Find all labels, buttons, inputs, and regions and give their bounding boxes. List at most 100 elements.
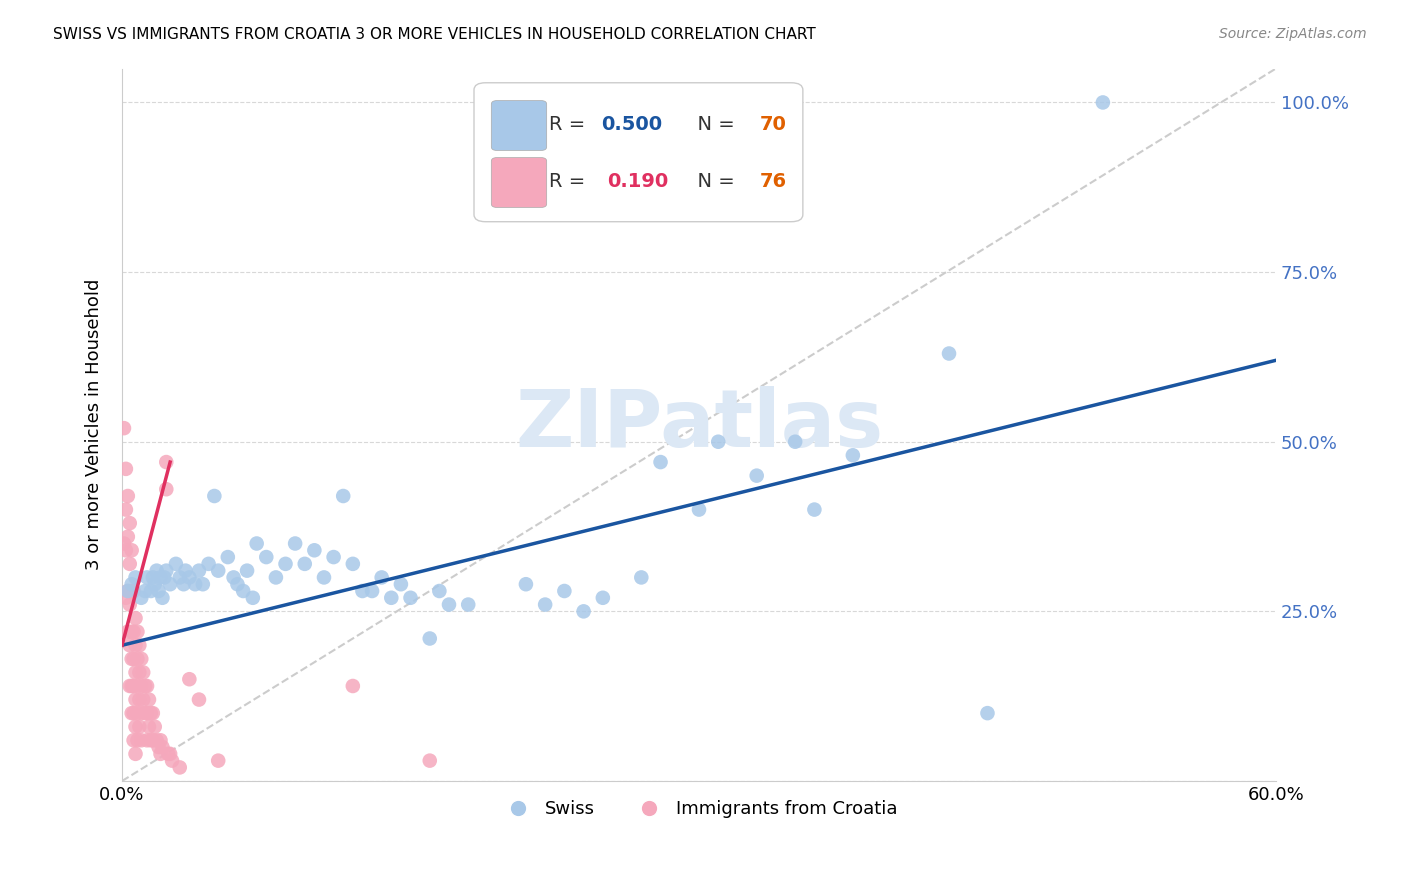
- Point: [121, 543, 143, 558]
- Point: [121, 652, 143, 666]
- Point: [127, 679, 149, 693]
- Point: [127, 652, 149, 666]
- Point: [803, 502, 825, 516]
- Point: [118, 638, 141, 652]
- Point: [136, 570, 159, 584]
- Point: [242, 591, 264, 605]
- Text: 0.500: 0.500: [600, 114, 662, 134]
- Point: [115, 462, 138, 476]
- Point: [159, 747, 181, 761]
- Point: [976, 706, 998, 720]
- Point: [138, 720, 160, 734]
- Point: [134, 679, 156, 693]
- Point: [1091, 95, 1114, 110]
- Point: [143, 577, 166, 591]
- Point: [122, 679, 145, 693]
- Point: [129, 652, 152, 666]
- Point: [121, 584, 143, 599]
- Point: [134, 706, 156, 720]
- Point: [572, 604, 595, 618]
- Point: [128, 665, 150, 680]
- Point: [118, 679, 141, 693]
- Point: [117, 530, 139, 544]
- Point: [184, 577, 207, 591]
- Point: [515, 577, 537, 591]
- Y-axis label: 3 or more Vehicles in Household: 3 or more Vehicles in Household: [86, 279, 103, 571]
- Point: [139, 584, 162, 599]
- Point: [592, 591, 614, 605]
- Point: [179, 672, 201, 686]
- Point: [115, 591, 138, 605]
- Point: [124, 638, 146, 652]
- Point: [688, 502, 710, 516]
- Point: [342, 557, 364, 571]
- Point: [129, 591, 152, 605]
- Point: [136, 733, 159, 747]
- Point: [202, 489, 225, 503]
- Text: N =: N =: [685, 114, 741, 134]
- Point: [149, 747, 172, 761]
- Point: [534, 598, 557, 612]
- Point: [232, 584, 254, 599]
- Point: [294, 557, 316, 571]
- Point: [128, 720, 150, 734]
- Point: [380, 591, 402, 605]
- FancyBboxPatch shape: [474, 83, 803, 222]
- Point: [159, 577, 181, 591]
- Point: [129, 706, 152, 720]
- Point: [457, 598, 479, 612]
- Point: [149, 733, 172, 747]
- Point: [142, 570, 165, 584]
- Point: [122, 584, 145, 599]
- Point: [370, 570, 392, 584]
- Point: [139, 733, 162, 747]
- Point: [246, 536, 269, 550]
- Point: [115, 543, 138, 558]
- Point: [118, 516, 141, 530]
- Point: [124, 665, 146, 680]
- Point: [148, 584, 170, 599]
- Point: [142, 706, 165, 720]
- Point: [136, 706, 159, 720]
- Point: [132, 665, 155, 680]
- Point: [145, 733, 167, 747]
- Point: [118, 557, 141, 571]
- Point: [115, 502, 138, 516]
- Point: [138, 692, 160, 706]
- Point: [127, 733, 149, 747]
- Point: [630, 570, 652, 584]
- Point: [553, 584, 575, 599]
- Point: [149, 570, 172, 584]
- Point: [707, 434, 730, 449]
- Text: R =: R =: [548, 171, 598, 191]
- Point: [217, 550, 239, 565]
- Point: [128, 692, 150, 706]
- Point: [745, 468, 768, 483]
- Point: [121, 679, 143, 693]
- Point: [938, 346, 960, 360]
- Point: [419, 754, 441, 768]
- Point: [122, 706, 145, 720]
- Point: [226, 577, 249, 591]
- Point: [117, 584, 139, 599]
- Point: [236, 564, 259, 578]
- Point: [169, 570, 191, 584]
- Point: [191, 577, 214, 591]
- Point: [152, 591, 174, 605]
- Point: [121, 624, 143, 639]
- Point: [352, 584, 374, 599]
- Point: [117, 489, 139, 503]
- Point: [129, 733, 152, 747]
- Point: [122, 733, 145, 747]
- Point: [142, 733, 165, 747]
- Point: [122, 652, 145, 666]
- Point: [342, 679, 364, 693]
- Point: [124, 611, 146, 625]
- Point: [207, 564, 229, 578]
- Point: [254, 550, 277, 565]
- Point: [139, 706, 162, 720]
- Point: [148, 740, 170, 755]
- Point: [361, 584, 384, 599]
- Point: [389, 577, 412, 591]
- Point: [124, 692, 146, 706]
